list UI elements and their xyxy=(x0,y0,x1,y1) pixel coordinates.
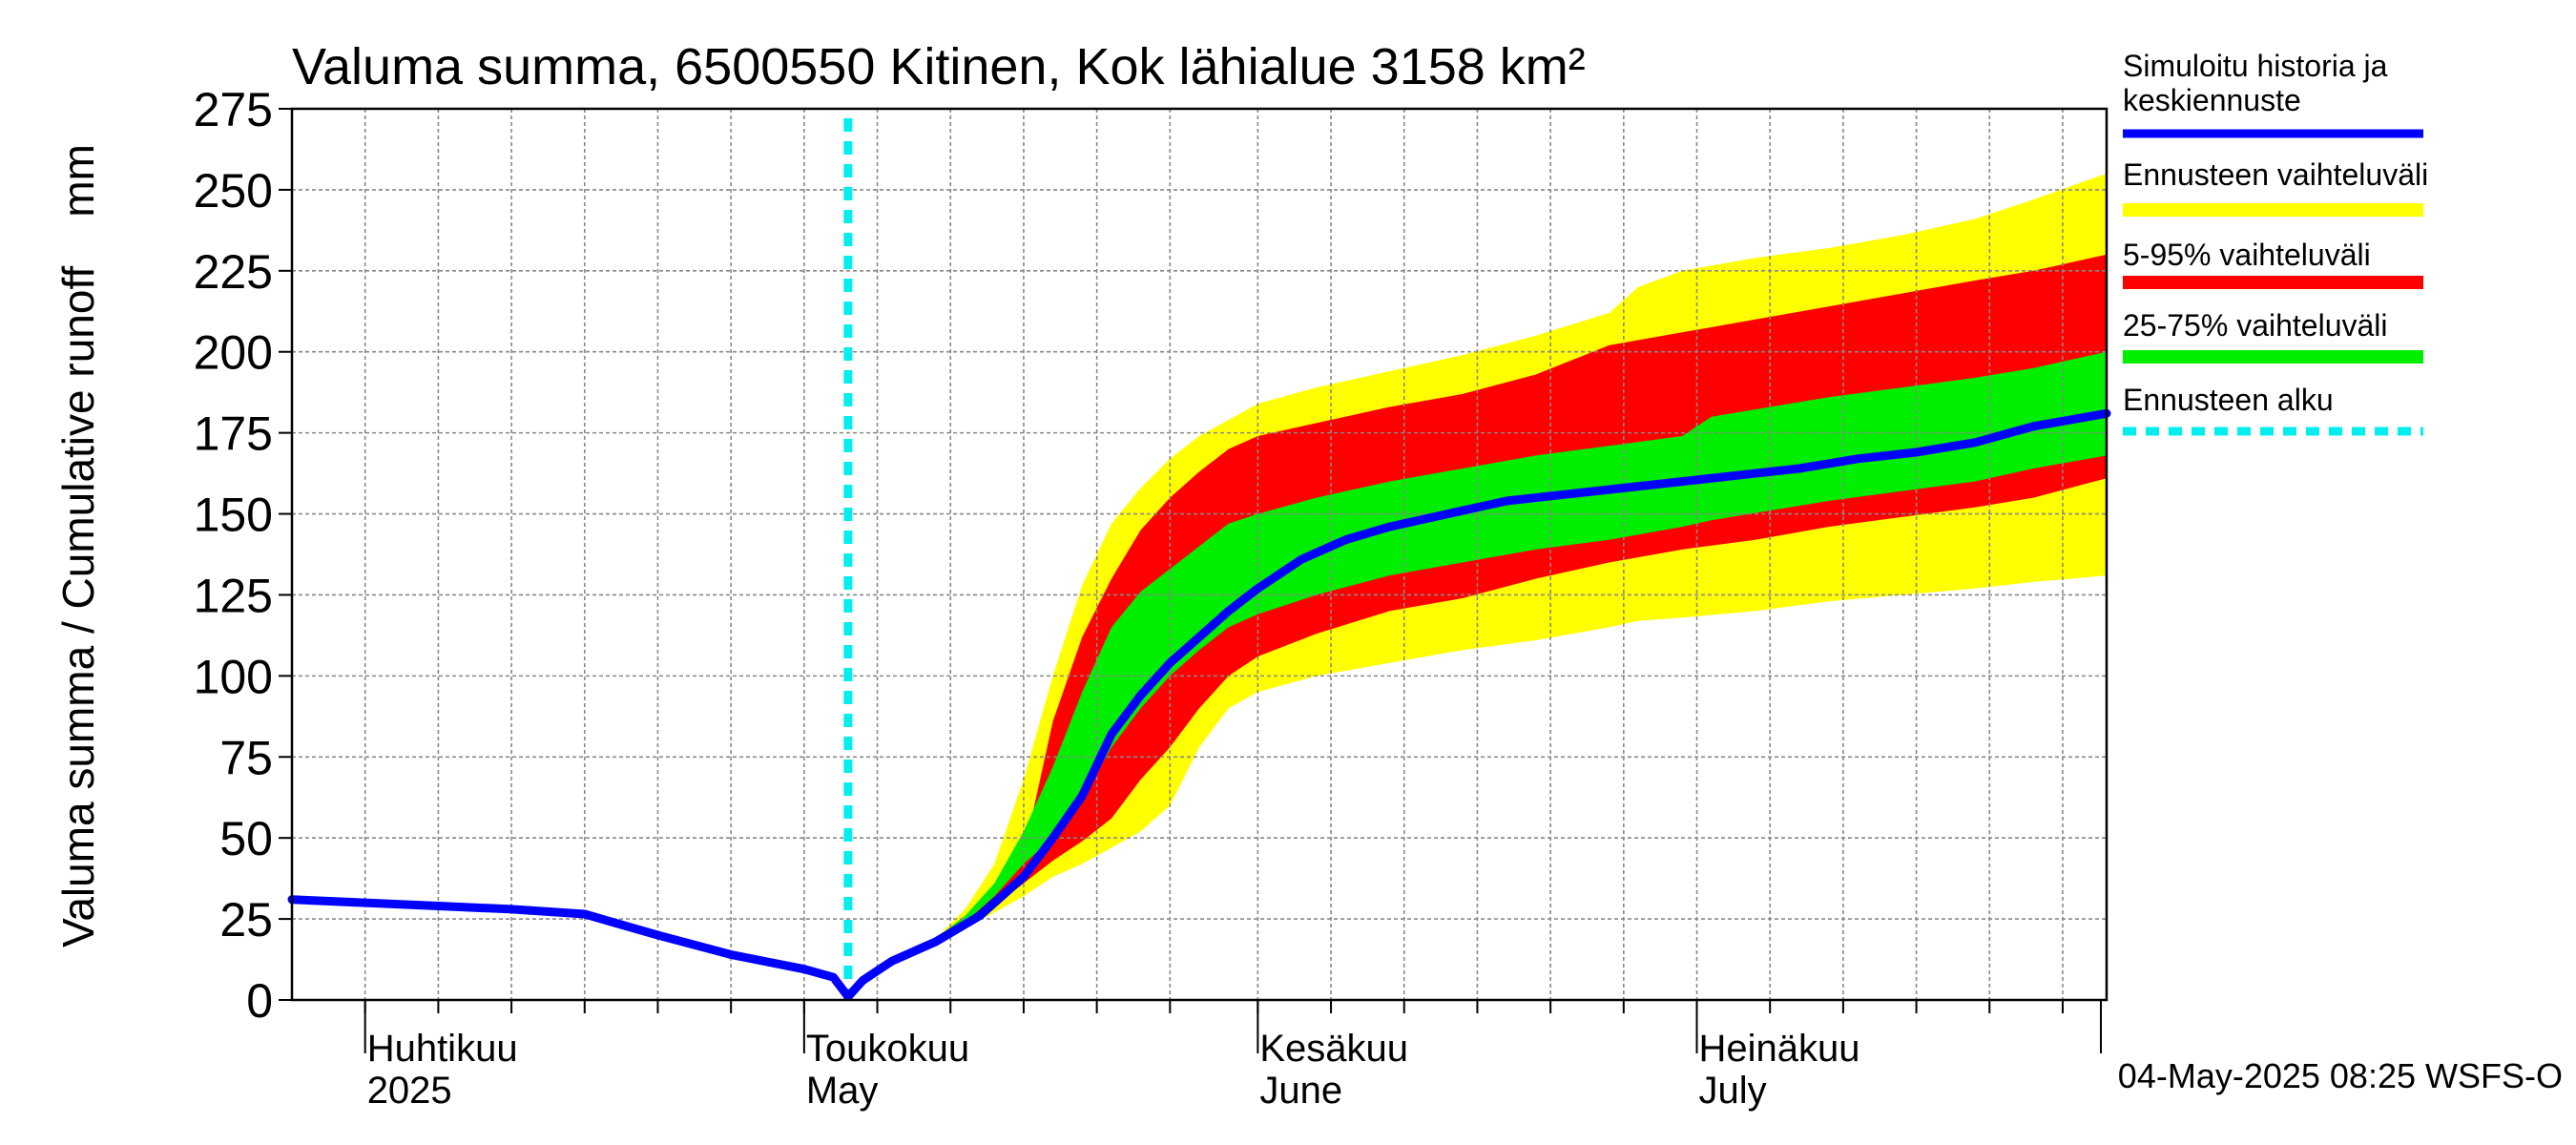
x-month-label-en: 2025 xyxy=(367,1070,452,1112)
legend-label: Ennusteen vaihteluväli xyxy=(2123,157,2428,192)
y-tick-label: 75 xyxy=(219,731,273,784)
x-month-label-en: June xyxy=(1259,1070,1342,1112)
y-tick-label: 100 xyxy=(194,650,273,703)
x-month-label-fi: Kesäkuu xyxy=(1259,1028,1408,1070)
legend-label: Ennusteen alku xyxy=(2123,383,2334,417)
y-tick-label: 200 xyxy=(194,326,273,380)
y-tick-label: 225 xyxy=(194,245,273,299)
x-month-label-en: May xyxy=(806,1070,879,1112)
y-tick-label: 25 xyxy=(219,893,273,947)
y-tick-label: 125 xyxy=(194,569,273,622)
y-tick-label: 175 xyxy=(194,407,273,461)
x-month-label-fi: Huhtikuu xyxy=(367,1028,518,1070)
plot-frame xyxy=(290,107,2109,1002)
legend-label: Simuloitu historia ja xyxy=(2123,49,2388,83)
x-month-label-fi: Toukokuu xyxy=(806,1028,969,1070)
y-tick-label: 50 xyxy=(219,812,273,865)
legend-label: 5-95% vaihteluväli xyxy=(2123,238,2371,272)
chart-title: Valuma summa, 6500550 Kitinen, Kok lähia… xyxy=(292,38,1586,95)
x-month-label-en: July xyxy=(1699,1070,1767,1112)
y-tick-label: 0 xyxy=(246,974,273,1028)
y-axis-label: Valuma summa / Cumulative runoff mm xyxy=(53,144,103,947)
legend-label: keskiennuste xyxy=(2123,83,2301,117)
x-month-label-fi: Heinäkuu xyxy=(1699,1028,1860,1070)
y-tick-label: 150 xyxy=(194,489,273,542)
y-tick-label: 250 xyxy=(194,164,273,218)
axes: 0 25 50 75 100 125 150 175 200 225 250 275 Huhtikuu2… xyxy=(194,83,2109,1112)
legend-label: 25-75% vaihteluväli xyxy=(2123,308,2388,343)
series-lines xyxy=(287,118,2111,1002)
series-line-0 xyxy=(287,408,2111,1002)
y-tick-label: 275 xyxy=(194,83,273,136)
band-2 xyxy=(847,351,2107,997)
footer-timestamp: 04-May-2025 08:25 WSFS-O xyxy=(2118,1056,2563,1095)
